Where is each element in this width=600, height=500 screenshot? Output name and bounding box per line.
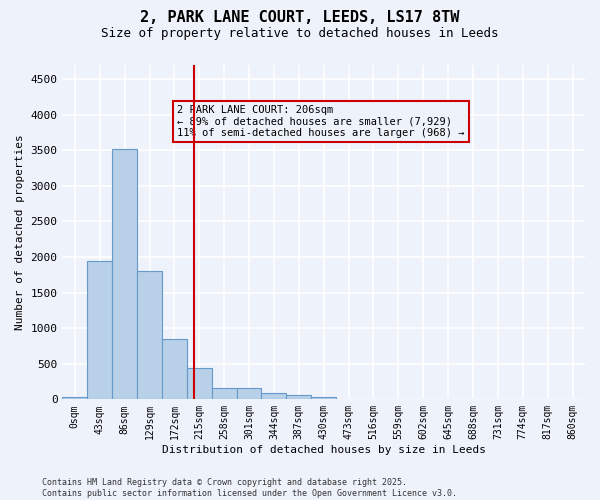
Bar — [262, 393, 286, 400]
Bar — [112, 149, 137, 400]
X-axis label: Distribution of detached houses by size in Leeds: Distribution of detached houses by size … — [162, 445, 486, 455]
Bar — [311, 397, 336, 400]
Bar — [162, 339, 187, 400]
Bar — [187, 368, 212, 400]
Text: 2, PARK LANE COURT, LEEDS, LS17 8TW: 2, PARK LANE COURT, LEEDS, LS17 8TW — [140, 10, 460, 25]
Text: 2 PARK LANE COURT: 206sqm
← 89% of detached houses are smaller (7,929)
11% of se: 2 PARK LANE COURT: 206sqm ← 89% of detac… — [178, 105, 465, 138]
Bar — [62, 397, 88, 400]
Text: Contains HM Land Registry data © Crown copyright and database right 2025.
Contai: Contains HM Land Registry data © Crown c… — [42, 478, 457, 498]
Bar — [137, 272, 162, 400]
Bar — [236, 388, 262, 400]
Bar — [88, 260, 112, 400]
Bar — [212, 388, 236, 400]
Y-axis label: Number of detached properties: Number of detached properties — [15, 134, 25, 330]
Bar — [286, 395, 311, 400]
Text: Size of property relative to detached houses in Leeds: Size of property relative to detached ho… — [101, 28, 499, 40]
